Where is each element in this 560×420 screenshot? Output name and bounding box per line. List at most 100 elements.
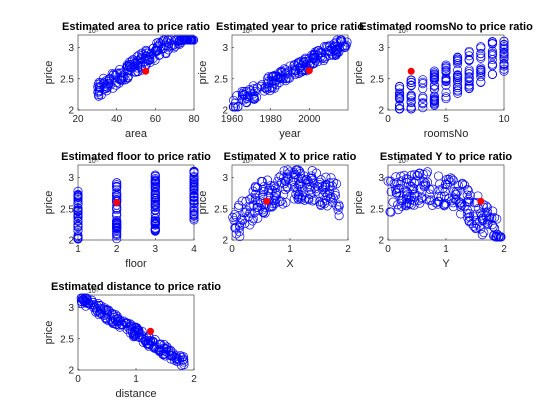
data-point [484, 215, 494, 225]
data-point [93, 299, 103, 309]
data-point [471, 209, 481, 219]
data-point [166, 40, 176, 50]
data-point [241, 207, 251, 217]
data-point [453, 59, 463, 69]
data-point [103, 80, 113, 90]
data-point [435, 179, 445, 189]
data-point [456, 198, 466, 208]
data-point [150, 55, 160, 65]
y-tick-label: 2 [222, 236, 228, 247]
data-point [233, 102, 243, 112]
data-point [418, 99, 428, 109]
data-point [476, 72, 486, 82]
data-point [453, 186, 463, 197]
data-point [241, 97, 251, 107]
data-point [282, 181, 292, 192]
y-tick-label: 2.5 [370, 74, 384, 85]
data-point [476, 49, 486, 59]
data-point [169, 40, 179, 50]
data-point [383, 176, 393, 186]
x-tick-label: 60 [150, 114, 162, 125]
data-point [283, 165, 293, 175]
data-point [309, 195, 319, 205]
data-point [475, 221, 485, 231]
data-point [431, 198, 441, 208]
data-point [477, 211, 487, 221]
y-tick-label: 3 [68, 173, 74, 184]
data-point [464, 216, 474, 226]
data-point [273, 73, 283, 83]
data-point [490, 223, 500, 233]
estimate-point [305, 67, 313, 75]
data-point [309, 50, 319, 60]
data-point [123, 73, 133, 83]
y-axis-label: price [43, 61, 55, 85]
data-point [457, 179, 467, 189]
y-tick-label: 2 [378, 106, 384, 117]
data-point [441, 87, 451, 98]
data-point [267, 202, 277, 212]
data-point [447, 174, 457, 184]
data-point [406, 81, 416, 91]
x-tick-label: 0 [385, 114, 391, 125]
data-point [449, 186, 459, 196]
x-axis-label: floor [125, 258, 147, 270]
data-point [276, 178, 286, 188]
y-tick-label: 2.5 [214, 204, 228, 215]
data-point [464, 194, 474, 204]
x-axis-label: area [125, 128, 148, 140]
data-point [332, 35, 342, 45]
data-point [462, 184, 473, 195]
data-point [80, 298, 90, 308]
data-point [330, 188, 340, 198]
data-point [248, 214, 258, 224]
data-point [476, 43, 486, 53]
data-point [283, 174, 293, 184]
data-point [73, 203, 83, 213]
data-point [264, 72, 274, 82]
y-exponent-label: 10⁵ [242, 158, 253, 165]
data-point [465, 212, 475, 222]
data-point [189, 182, 199, 192]
data-point [462, 197, 472, 207]
data-point [429, 94, 439, 105]
estimate-point [407, 67, 415, 75]
data-point [113, 316, 123, 326]
data-point [293, 194, 303, 204]
data-point [397, 201, 407, 211]
data-point [189, 213, 199, 223]
data-point [332, 41, 343, 51]
data-point [150, 218, 160, 228]
data-point [329, 51, 339, 61]
data-point [231, 223, 241, 233]
data-point [326, 173, 336, 183]
data-point [125, 62, 135, 72]
data-point [150, 190, 160, 200]
data-point [284, 73, 295, 83]
data-point [152, 43, 162, 53]
subplot-title: Estimated floor to price ratio [61, 151, 211, 163]
data-point [167, 350, 177, 360]
data-point [308, 59, 318, 69]
data-point [231, 212, 242, 222]
data-point [405, 181, 415, 191]
estimate-point [113, 199, 121, 206]
data-point [499, 66, 509, 76]
y-tick-label: 3 [222, 43, 228, 54]
data-point [103, 315, 113, 325]
data-point [418, 79, 428, 89]
data-point [117, 75, 128, 85]
data-point [499, 52, 509, 62]
y-axis-label: price [197, 191, 209, 215]
data-point [241, 87, 251, 97]
data-point [334, 43, 344, 53]
data-point [144, 48, 154, 58]
data-point [270, 195, 280, 206]
data-point [169, 355, 179, 365]
data-point [189, 177, 199, 187]
y-exponent-label: 10⁵ [398, 28, 409, 35]
